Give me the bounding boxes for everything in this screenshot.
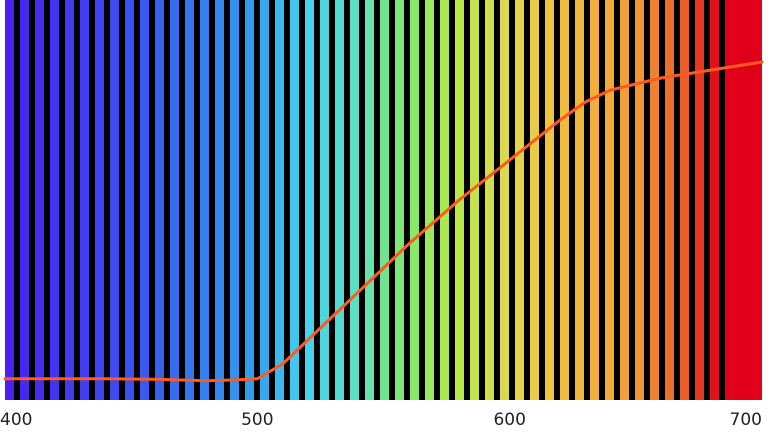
stripe bbox=[710, 0, 719, 400]
stripe bbox=[200, 0, 209, 400]
stripe bbox=[440, 0, 449, 400]
stripe bbox=[470, 0, 479, 400]
stripe bbox=[755, 0, 762, 400]
stripe bbox=[395, 0, 404, 400]
stripe bbox=[140, 0, 149, 400]
stripe bbox=[170, 0, 179, 400]
stripe bbox=[320, 0, 329, 400]
stripe bbox=[80, 0, 89, 400]
stripe bbox=[425, 0, 434, 400]
stripe bbox=[620, 0, 629, 400]
stripe bbox=[380, 0, 389, 400]
stripe bbox=[740, 0, 755, 400]
stripe bbox=[545, 0, 554, 400]
stripe bbox=[230, 0, 239, 400]
stripe bbox=[575, 0, 584, 400]
stripe bbox=[695, 0, 704, 400]
stripe bbox=[650, 0, 659, 400]
stripe bbox=[560, 0, 569, 400]
stripe bbox=[500, 0, 509, 400]
stripe bbox=[125, 0, 134, 400]
stripe bbox=[50, 0, 59, 400]
data-line bbox=[3, 60, 764, 383]
stripe bbox=[185, 0, 194, 400]
stripe bbox=[20, 0, 29, 400]
stripe bbox=[35, 0, 44, 400]
stripe bbox=[335, 0, 344, 400]
stripe bbox=[605, 0, 614, 400]
stripe bbox=[410, 0, 419, 400]
stripe bbox=[665, 0, 674, 400]
stripe bbox=[155, 0, 164, 400]
stripe bbox=[215, 0, 224, 400]
stripe bbox=[365, 0, 374, 400]
stripe bbox=[95, 0, 104, 400]
stripe bbox=[485, 0, 494, 400]
stripe bbox=[290, 0, 299, 400]
stripe bbox=[590, 0, 599, 400]
stripe bbox=[245, 0, 254, 400]
stripe bbox=[275, 0, 284, 400]
stripe bbox=[260, 0, 269, 400]
stripe bbox=[305, 0, 314, 400]
x-tick-label: 700 bbox=[730, 410, 762, 430]
x-tick-label: 400 bbox=[0, 410, 32, 430]
stripe bbox=[350, 0, 359, 400]
spectrum-stripes bbox=[5, 0, 762, 400]
stripe bbox=[515, 0, 524, 400]
x-tick-label: 600 bbox=[493, 410, 525, 430]
stripe bbox=[725, 0, 740, 400]
x-tick-label: 500 bbox=[241, 410, 273, 430]
stripe bbox=[530, 0, 539, 400]
stripe bbox=[110, 0, 119, 400]
stripe bbox=[680, 0, 689, 400]
stripe bbox=[635, 0, 644, 400]
stripe bbox=[5, 0, 14, 400]
stripe bbox=[65, 0, 74, 400]
